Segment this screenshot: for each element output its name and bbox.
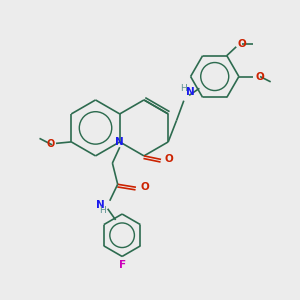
Text: N: N bbox=[186, 87, 195, 97]
Text: O: O bbox=[255, 71, 264, 82]
Text: H: H bbox=[99, 206, 106, 215]
Text: N: N bbox=[115, 137, 124, 147]
Text: O: O bbox=[141, 182, 149, 192]
Text: N: N bbox=[96, 200, 105, 210]
Text: O: O bbox=[47, 139, 55, 149]
Text: F: F bbox=[118, 260, 126, 270]
Text: O: O bbox=[238, 39, 247, 50]
Text: O: O bbox=[165, 154, 173, 164]
Text: H: H bbox=[180, 84, 187, 93]
